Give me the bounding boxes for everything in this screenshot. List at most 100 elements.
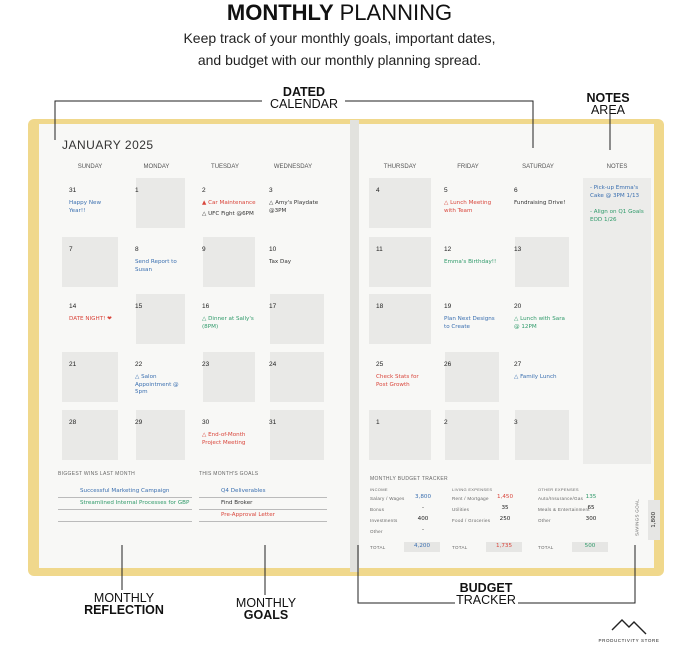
date: 27 [514,361,522,368]
total-box [572,542,608,552]
date: 3 [269,187,273,194]
total-label: TOTAL [452,545,468,550]
day-header: SATURDAY [522,164,554,170]
row-label: Other [370,529,383,534]
day-header: MONDAY [143,164,170,170]
row-label: Utilities [452,507,470,512]
date-box [369,178,431,228]
check-line [58,497,192,498]
savings-box [648,500,660,540]
event: △ Lunch with Sara @ 12PM [514,316,565,330]
date: 26 [444,361,452,368]
savings-value: 1,800 [651,511,658,528]
row-label: Other [538,518,551,523]
event: Plan Next Designs to Create [444,316,495,330]
date-box [445,410,499,460]
date: 2 [444,419,448,426]
logo: PRODUCTIVITY STORE [598,638,660,643]
check-line [199,509,327,510]
item: Successful Marketing Campaign [80,488,170,494]
event: Send Report to Susan [135,259,177,273]
callout-label: CALENDAR [269,97,339,111]
date: 19 [444,303,452,310]
date-box [369,237,431,287]
row-value: 65 [587,505,595,511]
event: Fundraising Drive! [514,200,566,206]
event: △ Lunch Meeting with Team [444,200,492,214]
row-label: Auto/Insurance/Gas [538,496,584,501]
date-box [203,352,255,402]
date: 7 [69,246,73,253]
event: DATE NIGHT! ❤ [69,316,112,322]
subtitle: Keep track of your monthly goals, import… [183,30,496,46]
date: 21 [69,361,77,368]
date: 5 [444,187,448,194]
callout-label: MONTHLY [235,596,297,610]
month-title: JANUARY 2025 [62,138,154,152]
date-box [62,410,118,460]
date-box [136,410,185,460]
row-label: Salary / Wages [370,496,405,501]
check-line [199,521,327,522]
row-value: 35 [501,505,509,511]
date: 25 [376,361,384,368]
date-box [62,352,118,402]
date-box [369,294,431,344]
day-header: SUNDAY [77,164,103,170]
callout-label: REFLECTION [84,603,164,617]
callout-label: NOTES [586,91,630,105]
date: 10 [269,246,277,253]
date-box [445,352,499,402]
notes-header: NOTES [606,164,628,170]
notes-box [583,178,651,464]
title: MONTHLY PLANNING [0,0,679,26]
event: △ End-of-Month Project Meeting [202,432,246,446]
callout-lines [54,100,636,604]
date-box [270,294,324,344]
date-box [270,410,324,460]
callout-label: TRACKER [456,593,516,607]
date: 12 [444,246,452,253]
item: Find Broker [221,500,253,506]
callout-label: MONTHLY [93,591,155,605]
day-header: WEDNESDAY [273,164,313,170]
total-box [486,542,522,552]
item: Pre-Approval Letter [221,512,275,518]
date: 9 [202,246,206,253]
date-box [270,352,324,402]
row-label: Bonus [370,507,385,512]
total-value: 1,735 [495,543,512,549]
row-value: 300 [585,516,597,522]
date: 3 [514,419,518,426]
title-part: MONTHLY [226,0,334,25]
date: 4 [376,187,380,194]
date-box [369,410,431,460]
event: Check Stats for Post Growth [376,374,419,388]
date: 22 [135,361,143,368]
day-header: THURSDAY [383,164,417,170]
date-box [136,178,185,228]
callout-label: AREA [590,103,626,117]
event: △ Family Lunch [514,374,557,380]
date: 29 [135,419,143,426]
total-value: 4,200 [413,543,430,549]
row-value: 3,800 [414,494,431,500]
note: - Align on Q1 Goals EOD 1/26 [590,209,644,223]
event: Emma's Birthday!! [444,259,497,265]
row-value: 1,450 [496,494,513,500]
item: Q4 Deliverables [221,488,266,494]
date-box [62,237,118,287]
row-label: Investments [370,518,398,523]
date: 24 [269,361,277,368]
date-box [136,294,185,344]
section-title: THIS MONTH'S GOALS [199,471,259,477]
row-value: 135 [585,494,597,500]
date: 16 [202,303,210,310]
event: Tax Day [269,259,292,265]
row-label: Meals & Entertainment [538,507,590,512]
date: 11 [376,246,383,253]
date: 28 [69,419,77,426]
row-label: Rent / Mortgage [452,496,489,501]
check-line [199,497,327,498]
